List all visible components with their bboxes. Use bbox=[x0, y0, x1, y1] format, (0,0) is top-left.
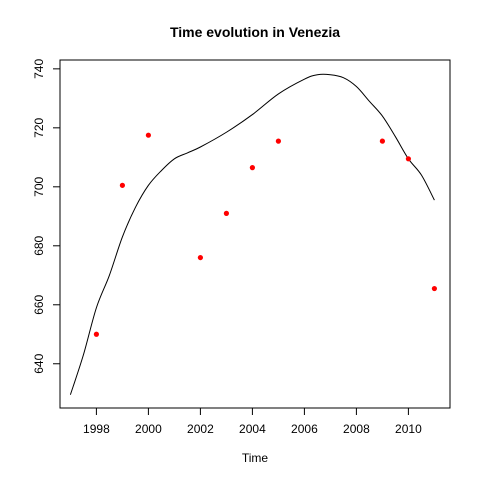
x-tick-label: 2004 bbox=[239, 422, 266, 436]
y-tick-label: 660 bbox=[32, 294, 46, 314]
data-point bbox=[431, 285, 437, 292]
data-point bbox=[275, 138, 281, 144]
x-axis: 1998 2000 2002 2004 2006 2008 2010 bbox=[83, 408, 422, 436]
x-tick-label: 1998 bbox=[83, 422, 110, 436]
x-tick-label: 2010 bbox=[395, 422, 422, 436]
x-axis-label: Time bbox=[242, 451, 269, 465]
data-points bbox=[93, 132, 437, 337]
data-point bbox=[145, 132, 151, 138]
chart-title: Time evolution in Venezia bbox=[170, 24, 340, 40]
trend-line bbox=[69, 73, 435, 395]
x-tick-label: 2006 bbox=[291, 422, 318, 436]
y-tick-label: 680 bbox=[32, 235, 46, 255]
data-point bbox=[197, 254, 203, 261]
y-tick-label: 740 bbox=[32, 59, 46, 79]
x-tick-label: 2000 bbox=[135, 422, 162, 436]
data-point bbox=[249, 165, 255, 171]
y-axis: 640 660 680 700 720 740 bbox=[32, 59, 60, 374]
plot-frame bbox=[59, 59, 451, 409]
x-tick-label: 2008 bbox=[343, 422, 370, 436]
y-tick-label: 640 bbox=[32, 353, 46, 373]
data-point bbox=[405, 156, 411, 162]
data-point bbox=[223, 210, 229, 216]
data-point bbox=[379, 138, 385, 144]
data-point bbox=[119, 182, 125, 188]
y-tick-label: 720 bbox=[32, 117, 46, 137]
x-tick-label: 2002 bbox=[187, 422, 214, 436]
y-tick-label: 700 bbox=[32, 176, 46, 196]
data-point bbox=[93, 331, 99, 337]
